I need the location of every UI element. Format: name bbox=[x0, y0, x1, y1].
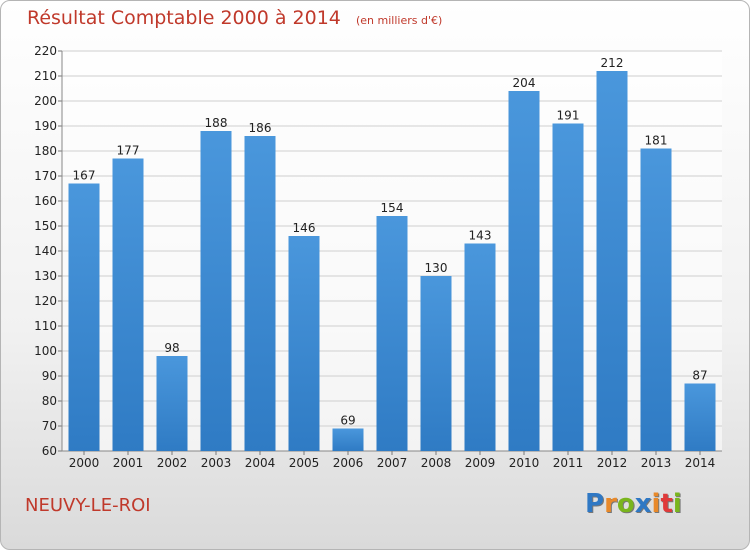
bar bbox=[640, 148, 672, 451]
data-label: 143 bbox=[469, 229, 492, 243]
logo-letter: t bbox=[660, 489, 673, 519]
data-label: 146 bbox=[293, 221, 316, 235]
data-label: 212 bbox=[601, 56, 624, 70]
y-tick-label: 80 bbox=[42, 394, 57, 408]
x-tick-label: 2010 bbox=[509, 456, 540, 470]
x-tick-label: 2014 bbox=[685, 456, 716, 470]
y-tick-label: 90 bbox=[42, 369, 57, 383]
chart-title: Résultat Comptable 2000 à 2014 bbox=[27, 7, 341, 29]
y-tick-label: 60 bbox=[42, 444, 57, 458]
bar bbox=[68, 183, 100, 451]
data-label: 191 bbox=[557, 109, 580, 123]
y-tick-label: 220 bbox=[34, 44, 57, 58]
proxiti-logo: Proxiti bbox=[585, 489, 682, 519]
logo-letter: i bbox=[672, 489, 682, 519]
data-label: 167 bbox=[73, 169, 96, 183]
y-tick-label: 180 bbox=[34, 144, 57, 158]
logo-letter: x bbox=[634, 489, 652, 519]
place-name: NEUVY-LE-ROI bbox=[25, 495, 151, 516]
logo-letter: r bbox=[604, 489, 617, 519]
data-label: 69 bbox=[340, 414, 355, 428]
x-tick-label: 2012 bbox=[597, 456, 628, 470]
logo-letter: P bbox=[585, 489, 605, 519]
data-label: 181 bbox=[645, 134, 668, 148]
chart-title-block: Résultat Comptable 2000 à 2014 (en milli… bbox=[27, 7, 442, 29]
x-tick-label: 2011 bbox=[553, 456, 584, 470]
chart-subtitle: (en milliers d'€) bbox=[355, 14, 443, 27]
x-tick-label: 2004 bbox=[245, 456, 276, 470]
y-tick-label: 200 bbox=[34, 94, 57, 108]
y-tick-label: 150 bbox=[34, 219, 57, 233]
y-tick-label: 70 bbox=[42, 419, 57, 433]
y-tick-label: 140 bbox=[34, 244, 57, 258]
bar bbox=[420, 276, 452, 451]
bar bbox=[200, 131, 232, 451]
bar bbox=[508, 91, 540, 451]
x-tick-label: 2000 bbox=[69, 456, 100, 470]
x-tick-label: 2003 bbox=[201, 456, 232, 470]
y-tick-label: 100 bbox=[34, 344, 57, 358]
bar bbox=[244, 136, 276, 451]
bar bbox=[596, 71, 628, 451]
y-tick-label: 120 bbox=[34, 294, 57, 308]
y-tick-label: 210 bbox=[34, 69, 57, 83]
x-tick-label: 2013 bbox=[641, 456, 672, 470]
data-label: 188 bbox=[205, 116, 228, 130]
bar bbox=[376, 216, 408, 451]
bar bbox=[552, 123, 584, 451]
data-label: 177 bbox=[117, 144, 140, 158]
bar bbox=[332, 428, 364, 451]
y-tick-label: 160 bbox=[34, 194, 57, 208]
data-label: 130 bbox=[425, 261, 448, 275]
y-tick-label: 170 bbox=[34, 169, 57, 183]
y-tick-label: 130 bbox=[34, 269, 57, 283]
logo-letter: i bbox=[651, 489, 661, 519]
data-label: 154 bbox=[381, 201, 404, 215]
x-tick-label: 2001 bbox=[113, 456, 144, 470]
data-label: 186 bbox=[249, 121, 272, 135]
bar bbox=[288, 236, 320, 451]
data-label: 204 bbox=[513, 76, 536, 90]
x-tick-label: 2006 bbox=[333, 456, 364, 470]
bar bbox=[156, 356, 188, 451]
data-label: 87 bbox=[692, 369, 707, 383]
x-tick-label: 2005 bbox=[289, 456, 320, 470]
bar bbox=[464, 243, 496, 451]
data-label: 98 bbox=[164, 341, 179, 355]
x-tick-label: 2002 bbox=[157, 456, 188, 470]
bar bbox=[684, 383, 716, 451]
x-tick-label: 2008 bbox=[421, 456, 452, 470]
y-tick-label: 190 bbox=[34, 119, 57, 133]
x-tick-label: 2009 bbox=[465, 456, 496, 470]
y-tick-label: 110 bbox=[34, 319, 57, 333]
logo-letter: o bbox=[616, 489, 635, 519]
bar bbox=[112, 158, 144, 451]
x-tick-label: 2007 bbox=[377, 456, 408, 470]
